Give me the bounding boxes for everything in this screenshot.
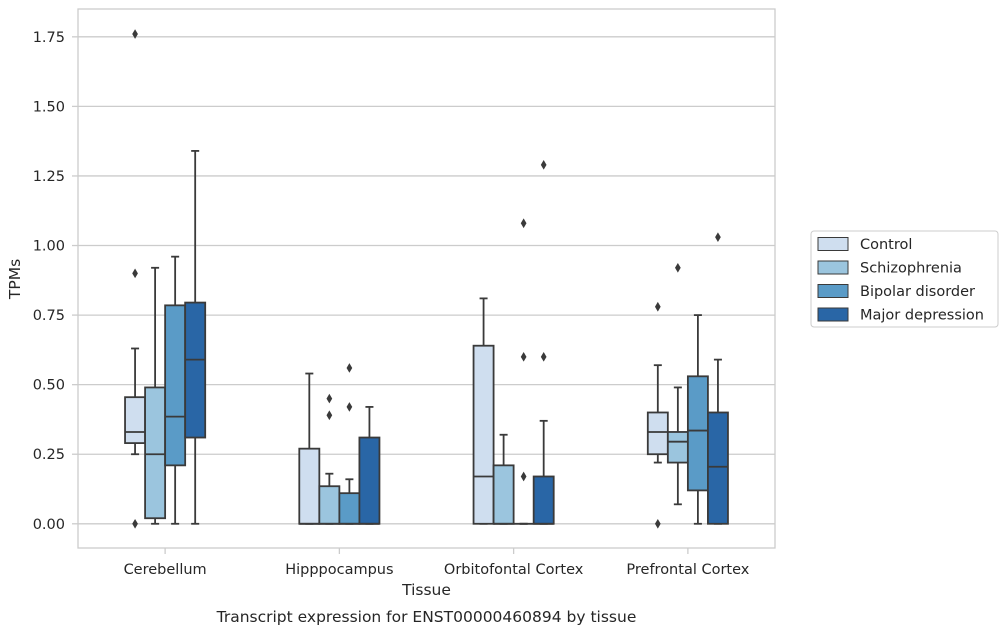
outlier-point [715, 232, 721, 243]
box-iqr [338, 492, 361, 525]
y-tick-label: 0.25 [33, 447, 65, 463]
plot-frame [77, 8, 776, 549]
box-bipolar-disorder [686, 314, 709, 525]
box-iqr [124, 396, 146, 444]
legend-swatch [817, 260, 849, 275]
x-axis-title: Tissue [401, 581, 451, 599]
box-iqr [686, 375, 709, 492]
y-tick-label: 1.00 [33, 239, 65, 255]
y-tick-label: 0.50 [33, 378, 65, 394]
box-control [472, 297, 495, 525]
outlier-point [540, 352, 547, 362]
outlier-point [520, 471, 527, 482]
outlier-point [520, 352, 527, 362]
y-tick-label: 1.50 [33, 99, 65, 115]
y-tick-label: 1.75 [33, 30, 65, 46]
boxes [124, 29, 729, 529]
legend-swatch [817, 237, 849, 251]
box-bipolar-disorder [513, 218, 534, 525]
legend-label: Bipolar disorder [860, 284, 975, 300]
legend-swatch [817, 284, 849, 298]
box-control [646, 301, 669, 529]
box-iqr [358, 436, 381, 525]
box-major-depression [358, 406, 381, 525]
outlier-point [346, 363, 353, 373]
box-iqr [666, 431, 689, 464]
legend-label: Schizophrenia [860, 261, 962, 277]
outlier-point [132, 268, 138, 279]
legend-swatch [817, 307, 849, 322]
x-tick-label: Prefrontal Cortex [626, 562, 749, 578]
outlier-point [654, 518, 661, 529]
outlier-point [654, 301, 661, 312]
box-iqr [144, 386, 167, 520]
box-iqr [318, 485, 341, 525]
legend: Control Schizophrenia Bipolar disorder Majo… [810, 230, 999, 328]
box-iqr [298, 447, 321, 525]
x-tick-label: Orbitofontal Cortex [444, 562, 584, 578]
box-major-depression [532, 159, 555, 525]
y-tick-label: 1.25 [33, 169, 65, 185]
outlier-point [326, 393, 333, 404]
y-tick-label: 0.00 [33, 517, 65, 533]
box-major-depression [184, 150, 207, 525]
legend-frame [810, 230, 999, 328]
y-axis-title: TPMs [6, 259, 24, 300]
x-tick-label: Hipppocampus [285, 562, 393, 578]
x-axis-ticks: Cerebellum Hipppocampus Orbitofontal Corte… [124, 548, 750, 578]
box-schizophrenia [666, 262, 689, 506]
y-tick-label: 0.75 [33, 308, 65, 324]
box-major-depression [707, 232, 729, 525]
outlier-point [132, 518, 138, 529]
box-schizophrenia [492, 433, 515, 525]
outlier-point [346, 402, 353, 412]
box-control [298, 372, 321, 525]
legend-label: Major depression [860, 308, 984, 324]
legend-label: Control [860, 237, 912, 253]
box-bipolar-disorder [164, 255, 187, 525]
box-iqr [646, 411, 669, 456]
box-schizophrenia [318, 393, 341, 525]
outlier-point [132, 29, 138, 39]
box-iqr [472, 344, 495, 525]
x-tick-label: Cerebellum [124, 562, 207, 578]
chart-caption: Transcript expression for ENST0000046089… [216, 608, 637, 626]
box-schizophrenia [144, 266, 167, 525]
outlier-point [520, 218, 527, 229]
box-iqr [707, 411, 729, 525]
outlier-point [675, 262, 681, 273]
box-iqr [164, 304, 187, 467]
outlier-point [540, 159, 547, 170]
box-iqr [184, 301, 207, 439]
box-bipolar-disorder [338, 363, 361, 525]
outlier-point [326, 410, 333, 421]
y-axis-ticks: 0.00 0.25 0.50 0.75 1.00 1.25 1.50 1.75 [33, 30, 78, 533]
box-iqr [532, 475, 555, 525]
box-iqr [492, 464, 515, 525]
